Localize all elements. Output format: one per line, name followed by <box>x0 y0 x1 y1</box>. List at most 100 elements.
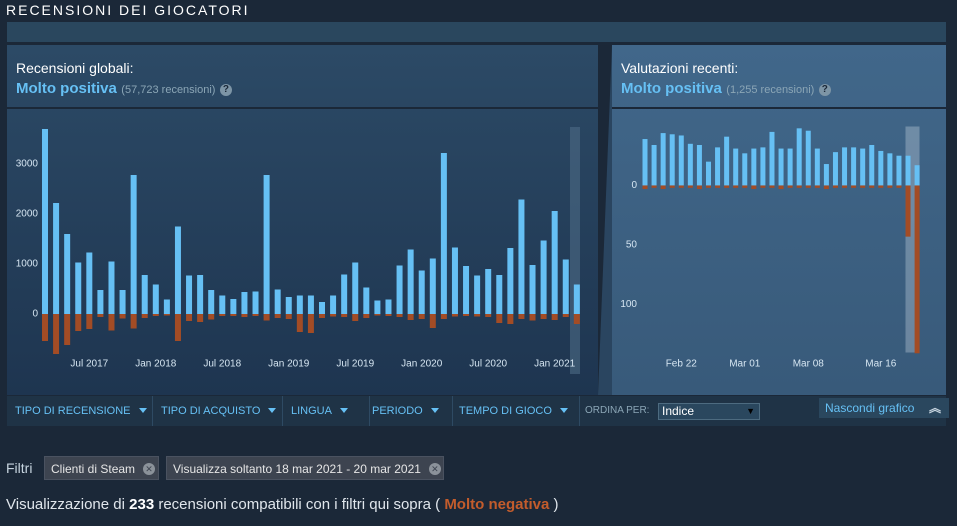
bar <box>307 314 314 333</box>
bar <box>562 314 569 317</box>
bar <box>814 185 820 188</box>
chevron-icon: ︽ <box>928 401 941 415</box>
hide-graph-label: Nascondi grafico <box>825 401 915 415</box>
overall-rating: Molto positiva <box>16 80 117 97</box>
bar <box>778 185 784 190</box>
bar <box>851 147 857 186</box>
summary: Visualizzazione di 233 recensioni compat… <box>6 496 559 513</box>
bar <box>163 299 170 314</box>
bar <box>832 152 838 186</box>
bar <box>518 314 525 319</box>
bar <box>562 259 569 314</box>
bar <box>208 290 215 314</box>
recent-count: (1,255 recensioni) <box>726 84 815 96</box>
bar <box>669 134 675 186</box>
bar <box>219 314 226 316</box>
bar <box>896 155 902 186</box>
chip-text: Visualizza soltanto 18 mar 2021 - 20 mar… <box>173 462 421 476</box>
bar <box>678 135 684 186</box>
help-icon[interactable]: ? <box>818 84 831 96</box>
bar <box>440 153 447 314</box>
bar <box>374 300 381 314</box>
panel-connector <box>598 45 612 395</box>
bar <box>53 314 60 354</box>
bar <box>186 314 193 321</box>
y-tick-label: 3000 <box>16 159 39 170</box>
bar <box>174 314 181 341</box>
bar <box>660 133 666 186</box>
bar <box>42 129 48 314</box>
bar <box>296 295 303 314</box>
bar <box>724 185 730 188</box>
bar <box>219 295 226 314</box>
bar <box>733 148 739 186</box>
bar <box>252 314 259 316</box>
bar <box>42 314 48 341</box>
filters-label: Filtri <box>6 460 33 476</box>
help-icon[interactable]: ? <box>219 84 232 96</box>
bar <box>75 262 82 314</box>
bar <box>551 211 558 314</box>
x-tick-label: Jul 2019 <box>336 359 374 370</box>
bar <box>174 226 181 314</box>
bar <box>285 297 292 314</box>
x-tick-label: Jan 2021 <box>534 359 576 370</box>
bar <box>163 314 170 316</box>
recent-rating: Molto positiva <box>621 80 722 97</box>
bar <box>119 314 126 319</box>
bar <box>296 314 303 332</box>
bar <box>651 185 657 188</box>
bar <box>485 269 492 314</box>
bar <box>363 314 370 318</box>
bar <box>805 185 811 188</box>
bar <box>869 144 875 186</box>
bar <box>263 175 270 314</box>
recent-panel <box>612 45 946 395</box>
bar <box>769 131 775 186</box>
y-tick-label: 0 <box>631 180 637 191</box>
bar <box>705 185 711 188</box>
hide-graph-button[interactable]: Nascondi grafico ︽ <box>819 398 949 418</box>
summary-text: Visualizzazione di <box>6 496 125 513</box>
bar <box>805 130 811 186</box>
x-tick-label: Feb 22 <box>666 359 698 370</box>
bar <box>507 248 514 314</box>
filter-chip[interactable]: Clienti di Steam <box>44 456 159 480</box>
x-tick-label: Jan 2019 <box>268 359 310 370</box>
bar <box>64 234 71 314</box>
bar <box>651 144 657 186</box>
bar <box>341 274 348 314</box>
y-tick-label: 0 <box>32 309 38 320</box>
filter-chip[interactable]: Visualizza soltanto 18 mar 2021 - 20 mar… <box>166 456 444 480</box>
bar <box>330 314 337 317</box>
bar <box>152 314 159 316</box>
bar <box>529 314 536 321</box>
menu-item[interactable]: TIPO DI RECENSIONE <box>7 396 153 426</box>
bar <box>823 185 829 190</box>
bar <box>760 147 766 186</box>
bar <box>687 185 693 188</box>
bar <box>751 185 757 190</box>
overall-count: (57,723 recensioni) <box>121 84 216 96</box>
bar <box>463 266 470 314</box>
bar <box>463 314 470 316</box>
bar <box>97 290 104 314</box>
bar <box>914 185 920 354</box>
menu-item[interactable]: LINGUA <box>283 396 370 426</box>
sort-label: ORDINA PER: <box>585 405 650 416</box>
bar <box>905 155 911 186</box>
menu-item[interactable]: TEMPO DI GIOCO <box>451 396 580 426</box>
bar <box>496 275 503 314</box>
bar <box>385 299 392 314</box>
bar <box>796 128 802 186</box>
bar <box>341 314 348 317</box>
y-tick-label: 100 <box>620 299 637 310</box>
bar <box>860 148 866 186</box>
menu-item[interactable]: TIPO DI ACQUISTO <box>153 396 283 426</box>
menu-item[interactable]: PERIODO <box>364 396 453 426</box>
bar <box>724 136 730 186</box>
sort-select[interactable]: Indice <box>658 403 760 420</box>
bar <box>130 175 137 314</box>
range-slider[interactable] <box>570 127 580 374</box>
bar <box>252 291 259 314</box>
